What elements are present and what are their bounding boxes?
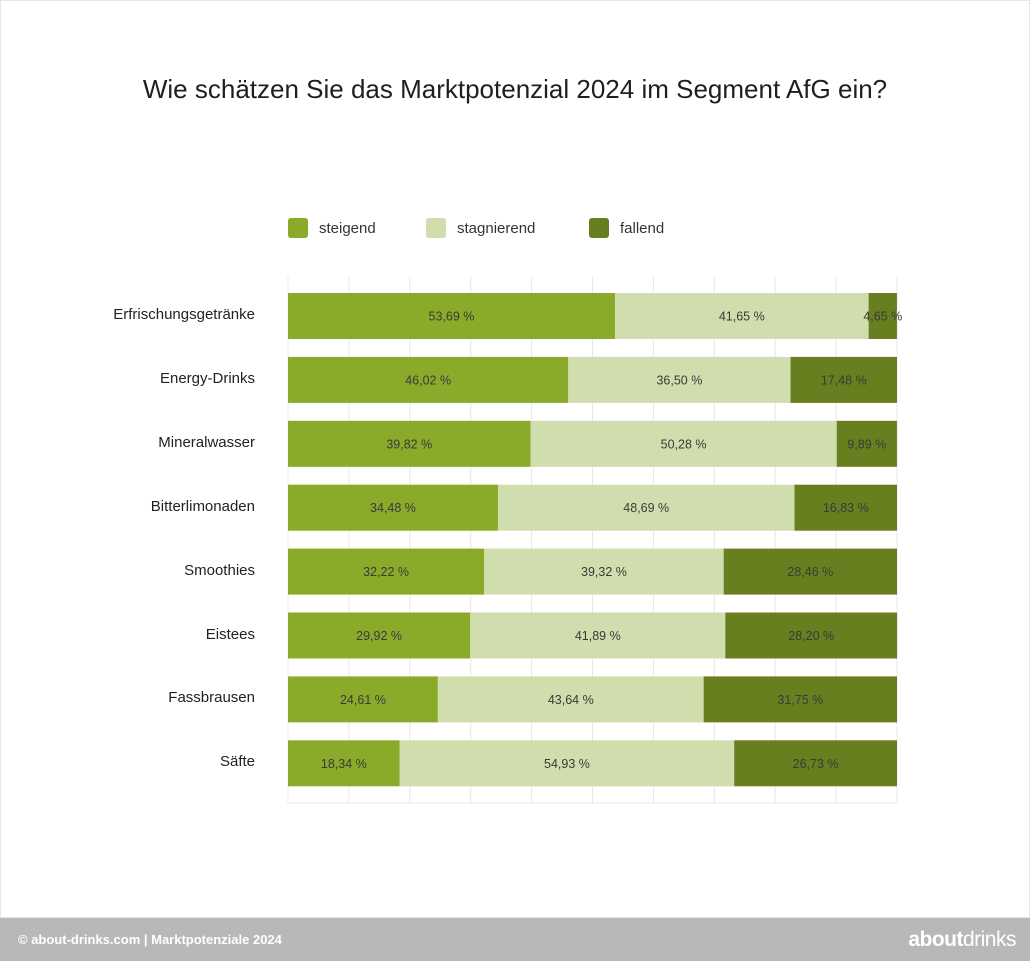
- bar-steigend-7: [288, 740, 400, 787]
- bar-steigend-1: [288, 356, 569, 403]
- bar-steigend-3: [288, 484, 498, 531]
- data-label: 43,64 %: [548, 693, 594, 707]
- logo-bold-part: about: [908, 928, 963, 951]
- logo-light-part: drinks: [962, 928, 1017, 951]
- data-label: 24,61 %: [340, 693, 386, 707]
- legend-label: fallend: [620, 219, 665, 237]
- data-label: 53,69 %: [429, 310, 475, 324]
- about-drinks-logo: aboutdrinks: [908, 918, 1016, 961]
- data-label: 32,22 %: [363, 565, 409, 579]
- data-label: 39,32 %: [581, 565, 627, 579]
- data-label: 41,65 %: [719, 310, 765, 324]
- data-label: 16,83 %: [823, 501, 869, 515]
- chart-title: Wie schätzen Sie das Marktpotenzial 2024…: [142, 74, 888, 104]
- data-label: 17,48 %: [821, 373, 867, 387]
- data-label: 29,92 %: [356, 629, 402, 643]
- data-label: 28,46 %: [787, 565, 833, 579]
- bar-steigend-5: [288, 612, 471, 659]
- data-label: 31,75 %: [777, 693, 823, 707]
- category-label: Mineralwasser: [158, 433, 255, 451]
- legend-item-steigend: steigend: [288, 216, 376, 240]
- bar-stagnierend-3: [497, 484, 795, 531]
- footer-bar: © about-drinks.com | Marktpotenziale 202…: [0, 918, 1030, 961]
- category-label: Säfte: [219, 753, 255, 771]
- bar-fallend-1: [790, 356, 897, 403]
- legend-label: stagnierend: [457, 219, 536, 237]
- category-label: Energy-Drinks: [159, 369, 255, 387]
- data-label: 54,93 %: [544, 757, 590, 771]
- bar-stagnierend-2: [530, 420, 837, 467]
- bar-stagnierend-1: [568, 356, 791, 403]
- data-label: 18,34 %: [321, 757, 367, 771]
- bar-steigend-4: [288, 548, 485, 595]
- data-label: 34,48 %: [370, 501, 416, 515]
- bar-stagnierend-5: [470, 612, 726, 659]
- footer-source: © about-drinks.com | Marktpotenziale 202…: [18, 932, 282, 947]
- category-label: Bitterlimonaden: [150, 497, 255, 515]
- chart-legend: steigend stagnierend fallend: [0, 216, 1030, 240]
- data-label: 50,28 %: [661, 437, 707, 451]
- category-label: Erfrischungsgetränke: [113, 306, 255, 323]
- data-label: 46,02 %: [405, 373, 451, 387]
- category-label: Fassbrausen: [168, 689, 255, 707]
- bar-fallend-2: [836, 420, 897, 467]
- data-label: 28,20 %: [788, 629, 834, 643]
- category-label: Eistees: [205, 625, 255, 643]
- data-label: 9,89 %: [847, 437, 886, 451]
- bar-fallend-6: [703, 676, 897, 723]
- bar-fallend-0: [868, 293, 897, 339]
- bar-fallend-3: [794, 484, 897, 531]
- bar-fallend-7: [734, 740, 897, 787]
- bar-fallend-5: [725, 612, 898, 659]
- bar-stagnierend-4: [484, 548, 724, 595]
- data-label: 26,73 %: [793, 757, 839, 771]
- data-label: 39,82 %: [386, 437, 432, 451]
- data-label: 36,50 %: [656, 373, 702, 387]
- category-label: Smoothies: [184, 561, 255, 579]
- legend-item-stagnierend: stagnierend: [426, 216, 535, 240]
- legend-item-fallend: fallend: [589, 216, 664, 240]
- legend-label: steigend: [319, 219, 376, 237]
- bar-steigend-0: [288, 293, 615, 339]
- bar-fallend-4: [723, 548, 897, 595]
- data-label: 41,89 %: [575, 629, 621, 643]
- data-label: 48,69 %: [623, 501, 669, 515]
- data-label: 4,65 %: [863, 310, 902, 324]
- bar-steigend-2: [288, 420, 531, 467]
- bar-stagnierend-0: [614, 293, 869, 339]
- bar-stagnierend-7: [399, 740, 735, 787]
- stacked-bar-chart: 53,69 % 41,65 % 4,65 % 46,02 % 36,50 % 17,48 …: [287, 277, 902, 804]
- legend-swatch: [589, 218, 609, 238]
- bar-steigend-6: [288, 676, 438, 723]
- legend-swatch: [288, 218, 308, 238]
- legend-swatch: [426, 218, 446, 238]
- bar-stagnierend-6: [437, 676, 704, 723]
